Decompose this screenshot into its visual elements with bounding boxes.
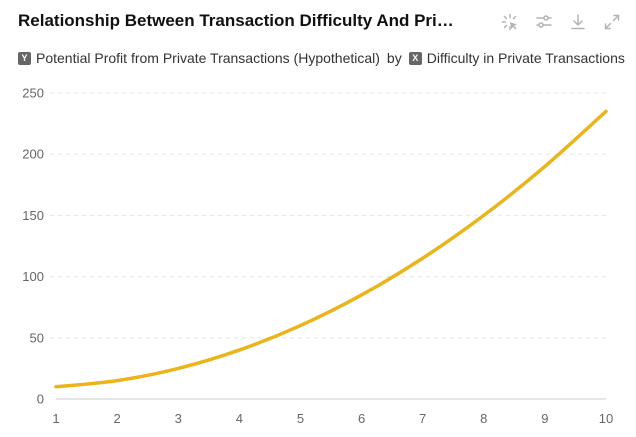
adjust-sliders-icon[interactable] (534, 12, 554, 32)
x-tick-label: 8 (480, 411, 487, 426)
y-tick-label: 150 (22, 208, 44, 223)
x-tick-label: 3 (175, 411, 182, 426)
x-tick-label: 5 (297, 411, 304, 426)
chart-toolbar (500, 12, 622, 32)
x-tick-label: 9 (541, 411, 548, 426)
y-tick-label: 0 (37, 392, 44, 407)
chart-title: Relationship Between Transaction Difficu… (18, 11, 454, 30)
y-axis-label: Potential Profit from Private Transactio… (36, 50, 380, 66)
x-tick-label: 6 (358, 411, 365, 426)
x-axis-label: Difficulty in Private Transactions (426, 50, 625, 66)
y-tick-label: 250 (22, 86, 44, 101)
chart-subtitle: Y Potential Profit from Private Transact… (18, 50, 632, 66)
download-icon[interactable] (568, 12, 588, 32)
y-tick-label: 50 (30, 330, 44, 345)
series-line (54, 109, 608, 389)
magic-select-icon[interactable] (500, 12, 520, 32)
x-tick-label: 1 (52, 411, 59, 426)
subtitle-connector: by (386, 50, 402, 66)
y-tick-label: 100 (22, 269, 44, 284)
x-tick-label: 4 (236, 411, 243, 426)
expand-icon[interactable] (602, 12, 622, 32)
y-axis-badge: Y (18, 51, 31, 65)
x-axis-badge: X (408, 51, 422, 65)
y-tick-label: 200 (22, 147, 44, 162)
x-tick-label: 2 (113, 411, 120, 426)
x-tick-label: 7 (419, 411, 426, 426)
x-tick-label: 10 (599, 411, 613, 426)
